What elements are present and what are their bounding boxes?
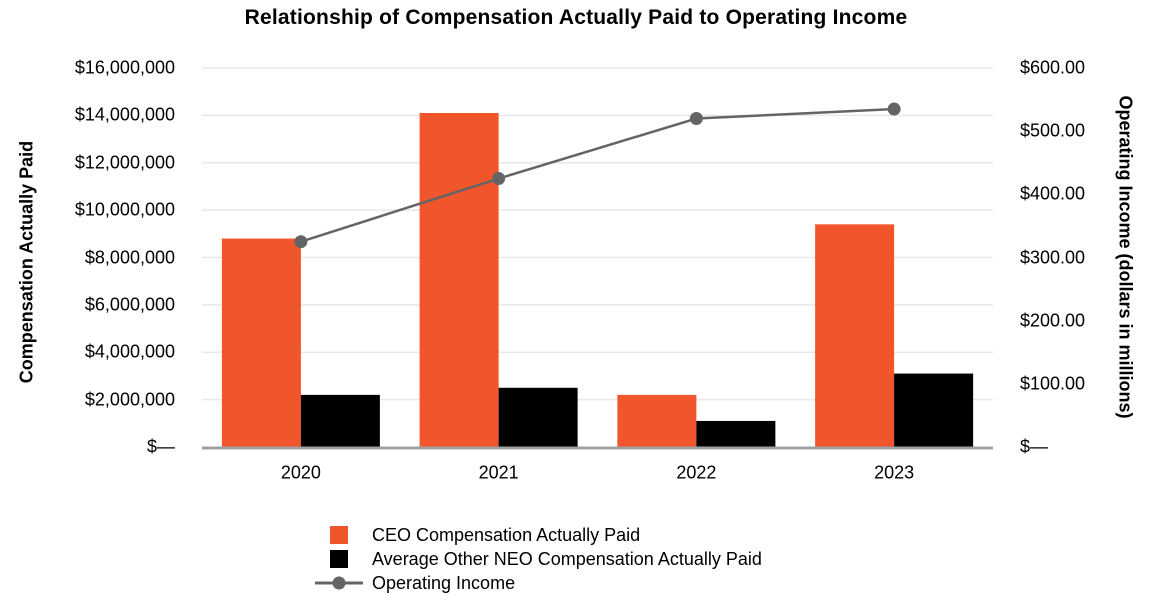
right-axis-tick-label: $500.00 [1020, 120, 1086, 141]
line-point [887, 102, 901, 116]
left-axis-tick-label: $12,000,000 [74, 152, 175, 173]
left-axis-tick-label: $4,000,000 [84, 341, 175, 362]
legend: CEO Compensation Actually Paid Average O… [315, 523, 762, 595]
chart-title: Relationship of Compensation Actually Pa… [244, 6, 908, 29]
bar [300, 394, 380, 447]
legend-item-ceo-compensation: CEO Compensation Actually Paid [315, 523, 762, 547]
line-point [689, 112, 703, 126]
left-axis-tick-label: $14,000,000 [74, 104, 175, 125]
line-point [294, 235, 308, 249]
bar [815, 224, 895, 447]
right-axis-tick-label: $300.00 [1020, 247, 1086, 267]
plot-area [202, 67, 993, 450]
right-axis-tick-labels: $600.00 $500.00 $400.00 $300.00 $200.00 $100.… [1020, 0, 1150, 614]
bar [498, 387, 578, 447]
left-axis-tick-label: $2,000,000 [84, 389, 175, 410]
bar [221, 238, 301, 447]
bar [419, 113, 499, 447]
left-axis-tick-label: $10,000,000 [74, 199, 175, 220]
left-axis-tick-label: $8,000,000 [84, 247, 175, 267]
right-axis-tick-label: $400.00 [1020, 183, 1086, 204]
legend-label: Operating Income [372, 572, 516, 593]
right-axis-tick-label: $100.00 [1020, 373, 1086, 394]
left-axis-tick-labels: $16,000,000 $14,000,000 $12,000,000 $10,000… [0, 0, 175, 614]
right-axis-tick-label: $— [1020, 436, 1049, 457]
bar [894, 373, 974, 447]
x-axis-tick-label: 2022 [676, 462, 717, 483]
right-axis-tick-label: $200.00 [1020, 310, 1086, 331]
right-axis-tick-label: $600.00 [1020, 57, 1086, 78]
neo-compensation-swatch-icon [315, 549, 363, 569]
x-axis-line [202, 446, 993, 450]
legend-item-neo-compensation: Average Other NEO Compensation Actually … [315, 547, 762, 571]
x-axis-tick-label: 2020 [280, 462, 321, 483]
bar [617, 394, 697, 447]
operating-income-line-marker-icon [315, 573, 363, 593]
legend-item-operating-income: Operating Income [315, 571, 762, 595]
bar [696, 420, 776, 447]
left-axis-tick-label: $16,000,000 [74, 57, 175, 78]
legend-label: CEO Compensation Actually Paid [372, 524, 641, 545]
left-axis-tick-label: $— [146, 436, 175, 457]
legend-label: Average Other NEO Compensation Actually … [372, 548, 762, 569]
operating-income-line [300, 107, 895, 243]
left-axis-tick-label: $6,000,000 [84, 294, 175, 315]
x-axis-tick-label: 2023 [874, 462, 915, 483]
line-point [492, 172, 506, 186]
x-axis-tick-label: 2021 [478, 462, 519, 483]
ceo-compensation-swatch-icon [315, 525, 363, 545]
